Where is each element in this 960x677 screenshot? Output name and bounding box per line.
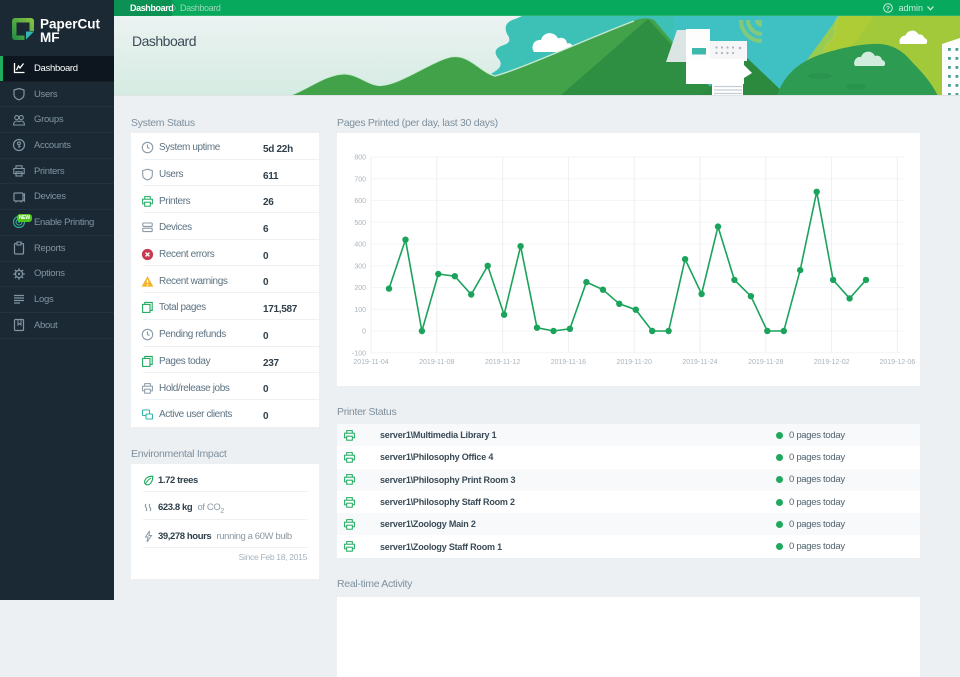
svg-text:800: 800 <box>354 155 366 162</box>
svg-text:500: 500 <box>354 220 366 227</box>
svg-text:2019-12-06: 2019-12-06 <box>879 359 915 366</box>
svg-text:?: ? <box>886 5 890 12</box>
svg-text:2019-11-08: 2019-11-08 <box>419 359 454 366</box>
svg-text:2019-11-12: 2019-11-12 <box>485 359 520 366</box>
svg-text:300: 300 <box>354 263 366 270</box>
svg-text:2019-11-24: 2019-11-24 <box>682 359 717 366</box>
svg-text:2019-12-02: 2019-12-02 <box>814 359 850 366</box>
svg-text:2019-11-28: 2019-11-28 <box>748 359 783 366</box>
svg-text:2019-11-04: 2019-11-04 <box>353 359 388 366</box>
svg-text:2019-11-16: 2019-11-16 <box>551 359 586 366</box>
svg-text:400: 400 <box>354 242 366 249</box>
svg-text:0: 0 <box>362 329 366 336</box>
svg-text:600: 600 <box>354 198 366 205</box>
svg-text:200: 200 <box>354 285 366 292</box>
svg-text:700: 700 <box>354 176 366 183</box>
svg-text:MF: MF <box>40 30 60 45</box>
svg-text:2019-11-20: 2019-11-20 <box>617 359 652 366</box>
svg-text:PaperCut: PaperCut <box>40 17 101 32</box>
svg-text:100: 100 <box>354 307 366 314</box>
svg-text:-100: -100 <box>352 350 366 357</box>
